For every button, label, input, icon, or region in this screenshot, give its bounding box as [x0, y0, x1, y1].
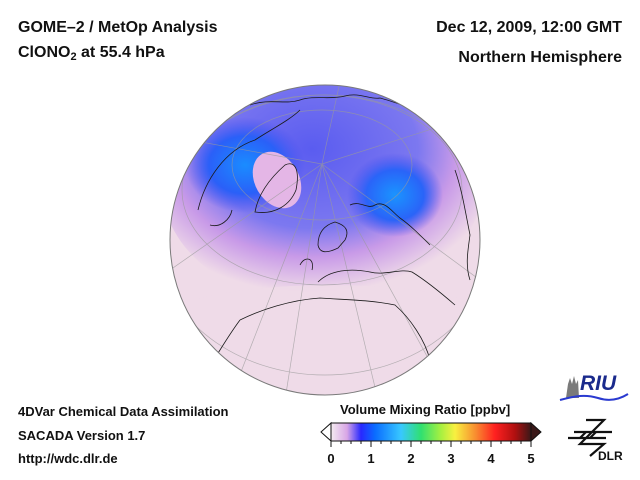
- product-title: GOME–2 / MetOp Analysis: [18, 19, 218, 36]
- species-name: ClONO: [18, 44, 71, 61]
- graticule: [170, 85, 480, 395]
- species-title: ClONO2 at 55.4 hPa: [18, 44, 165, 63]
- colorbar-tick-label: 1: [367, 451, 375, 466]
- species-subscript: 2: [70, 51, 77, 63]
- colorbar-gradient: [330, 422, 532, 442]
- dlr-logo-text: DLR: [598, 449, 623, 463]
- colorbar-tick-label: 4: [487, 451, 495, 466]
- region-label: Northern Hemisphere: [458, 49, 622, 66]
- colorbar-under-arrow: [320, 421, 332, 443]
- colorbar-tick-label: 3: [447, 451, 455, 466]
- colorbar: [320, 421, 542, 447]
- colorbar-tick-label: 0: [327, 451, 335, 466]
- datetime-label: Dec 12, 2009, 12:00 GMT: [436, 19, 622, 36]
- riu-logo: [559, 376, 629, 401]
- greenland-low: [252, 151, 302, 209]
- footer-method: 4DVar Chemical Data Assimilation: [18, 404, 229, 419]
- colorbar-over-arrow: [530, 421, 542, 443]
- dlr-logo: [568, 418, 612, 457]
- colorbar-tick-label: 5: [527, 451, 535, 466]
- globe: [170, 85, 480, 395]
- river-wave-icon: [559, 393, 629, 401]
- globe-outline: [169, 84, 481, 396]
- footer-link[interactable]: http://wdc.dlr.de: [18, 451, 118, 466]
- riu-logo-text: RIU: [580, 372, 617, 395]
- subtropical-low: [170, 285, 480, 395]
- species-level: at 55.4 hPa: [76, 44, 165, 61]
- cathedral-icon: [566, 376, 579, 398]
- colorbar-tick-label: 2: [407, 451, 415, 466]
- high-value-region-east: [347, 153, 443, 237]
- colorbar-title: Volume Mixing Ratio [ppbv]: [340, 402, 511, 417]
- footer-version: SACADA Version 1.7: [18, 428, 146, 443]
